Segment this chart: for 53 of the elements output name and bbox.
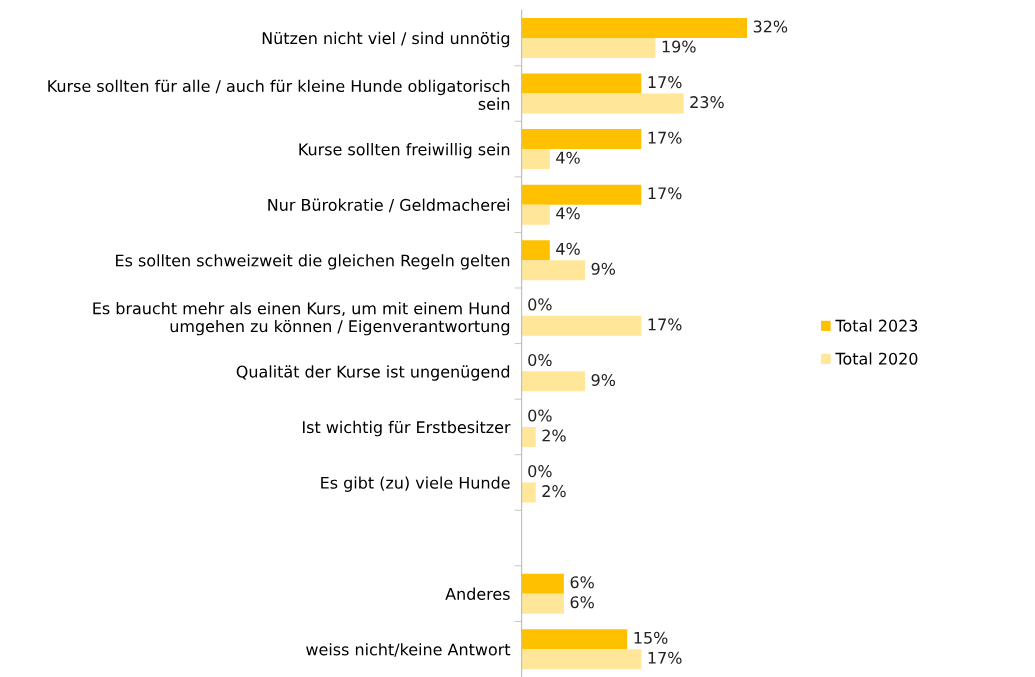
bar xyxy=(521,129,642,150)
bar xyxy=(521,426,536,447)
bar xyxy=(521,149,550,170)
bar xyxy=(521,184,642,205)
data-label: 2% xyxy=(542,429,566,442)
y-tick-label: Es braucht mehr als einen Kurs, um mit einem Hund umgehen zu können / Eigenverantwortung xyxy=(93,302,510,336)
bar xyxy=(521,17,747,38)
bar xyxy=(521,204,550,225)
bar xyxy=(521,629,628,650)
data-label: 9% xyxy=(591,262,616,275)
data-label: 17% xyxy=(648,187,682,200)
bar xyxy=(521,73,642,94)
data-label: 17% xyxy=(648,131,682,144)
data-label: 9% xyxy=(591,373,616,386)
bar xyxy=(521,37,656,58)
data-label: 0% xyxy=(528,465,552,478)
y-tick-label: Nützen nicht viel / sind unnötig xyxy=(262,31,510,48)
data-label: 4% xyxy=(556,207,580,220)
bar xyxy=(521,573,564,594)
data-label: 17% xyxy=(648,76,682,89)
data-label: 6% xyxy=(570,576,594,589)
data-label: 17% xyxy=(648,651,682,664)
y-tick-label: Kurse sollten für alle / auch für kleine Hunde obligatorisch sein xyxy=(48,79,510,110)
bar xyxy=(521,371,586,392)
data-label: 23% xyxy=(690,96,724,109)
y-tick-label: Kurse sollten freiwillig sein xyxy=(299,143,510,159)
bar xyxy=(521,593,564,614)
data-label: 2% xyxy=(542,485,566,498)
bar xyxy=(521,93,684,114)
bar xyxy=(521,649,642,670)
data-label: 0% xyxy=(528,353,552,366)
data-label: 0% xyxy=(528,298,552,311)
data-label: 32% xyxy=(753,20,788,33)
y-tick-label: Anderes xyxy=(445,587,510,600)
y-tick-label: weiss nicht/keine Antwort xyxy=(306,643,511,657)
data-label: 15% xyxy=(634,631,668,644)
data-label: 4% xyxy=(556,242,580,255)
data-label: 0% xyxy=(528,409,552,422)
data-label: 17% xyxy=(648,318,682,331)
y-tick-label: Ist wichtig für Erstbesitzer xyxy=(303,420,511,437)
y-tick-label: Es gibt (zu) viele Hunde xyxy=(321,476,510,492)
bar xyxy=(521,260,586,281)
legend-label: Total 2023 xyxy=(835,319,918,332)
data-label: 4% xyxy=(556,151,580,164)
y-tick-label: Qualität der Kurse ist ungenügend xyxy=(236,365,510,381)
y-tick-label: Nur Bürokratie / Geldmacherei xyxy=(268,198,510,213)
bar xyxy=(521,482,536,503)
y-tick-label: Es sollten schweizweit die gleichen Regeln gelten xyxy=(116,254,510,270)
bar xyxy=(521,315,642,336)
data-label: 6% xyxy=(570,596,594,609)
bar xyxy=(521,240,550,261)
legend-label: Total 2020 xyxy=(835,352,918,365)
data-label: 19% xyxy=(662,40,696,53)
